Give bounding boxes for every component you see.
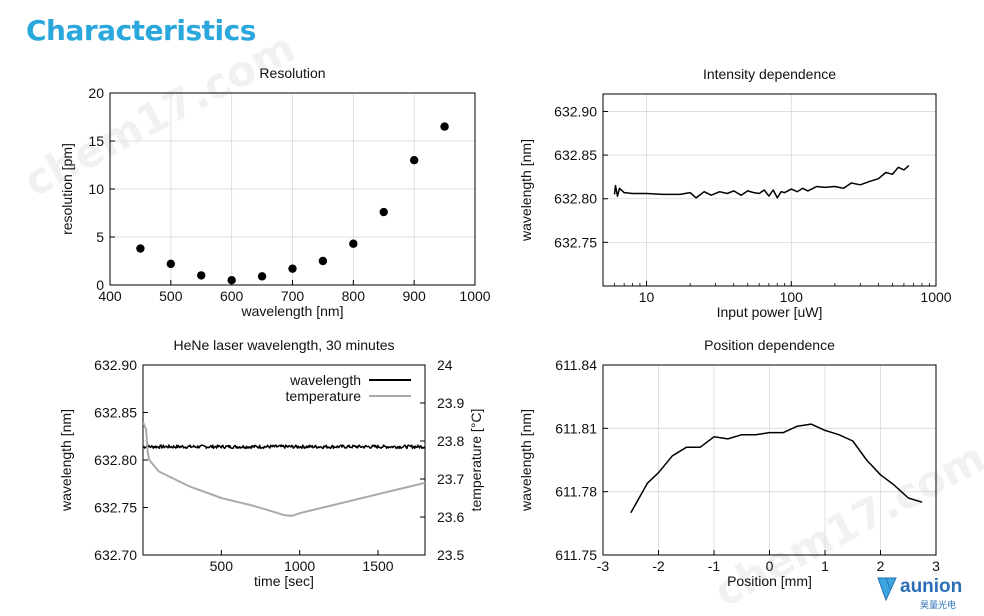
chart-resolution: Resolution 400 500 600 700 800 900 1000 0 5 10 15 20… (59, 65, 491, 319)
chart-title: HeNe laser wavelength, 30 minutes (173, 337, 394, 353)
y-tick-label: 632.80 (554, 191, 597, 207)
y-axis-label: wavelength [nm] (518, 409, 534, 512)
y-tick-label: 632.90 (554, 103, 597, 119)
data-point (440, 122, 449, 131)
x-tick-label: 1000 (284, 558, 315, 574)
x-tick-label: 700 (281, 288, 305, 304)
x-tick-label: 0 (766, 558, 774, 574)
x-axis-label: wavelength [nm] (241, 303, 344, 319)
y-tick-label: 632.80 (94, 452, 137, 468)
data-point (318, 256, 328, 266)
y2-tick-label: 23.8 (437, 433, 464, 449)
data-point (227, 276, 236, 285)
chart-title: Intensity dependence (703, 66, 836, 82)
legend-label: temperature (286, 388, 362, 404)
x-tick-label: -3 (597, 558, 610, 574)
y-tick-label: 611.84 (555, 357, 597, 373)
plot-area (143, 421, 425, 517)
x-tick-label: -1 (708, 558, 721, 574)
x-tick-label: 500 (159, 288, 183, 304)
y-tick-label: 611.78 (555, 484, 597, 500)
y-tick-label: 632.70 (94, 547, 137, 563)
x-tick-label: -2 (652, 558, 665, 574)
data-point (349, 239, 358, 248)
chart-title: Resolution (259, 65, 325, 81)
y-tick-label: 10 (88, 181, 104, 197)
x-tick-label: 100 (780, 289, 804, 305)
y-tick-label: 611.81 (555, 420, 597, 436)
x-tick-label: 3 (932, 558, 940, 574)
logo-icon (877, 577, 897, 602)
y2-tick-label: 23.5 (437, 547, 464, 563)
x-tick-label: 2 (877, 558, 885, 574)
data-point (288, 264, 297, 273)
x-axis-label: time [sec] (254, 573, 314, 589)
x-tick-label: 10 (639, 289, 655, 305)
page-title: Characteristics (26, 14, 256, 47)
chart-hene: HeNe laser wavelength, 30 minutes 500 1000… (58, 337, 484, 589)
y2-tick-label: 23.9 (437, 395, 464, 411)
logo-subtext: 昊量光电 (920, 601, 957, 611)
data-point (379, 207, 388, 217)
x-tick-label: 1500 (362, 558, 393, 574)
series-line-temperature (143, 421, 425, 517)
data-point (166, 259, 176, 269)
chart-position: Position dependence -3 -2 -1 0 1 2 3 611.75 611.7… (518, 337, 940, 589)
chart-intensity: Intensity dependence 10 100 1000 632.75 632.8… (518, 66, 952, 320)
plot-area (136, 122, 449, 285)
y-tick-label: 5 (96, 229, 104, 245)
chart-title: Position dependence (704, 337, 835, 353)
y2-tick-label: 23.7 (437, 471, 464, 487)
data-point (136, 244, 145, 253)
x-axis-label: Input power [uW] (717, 304, 823, 320)
data-point (257, 272, 267, 281)
x-tick-label: 500 (210, 558, 234, 574)
plot-area (613, 165, 910, 199)
y-tick-label: 632.75 (554, 234, 597, 250)
x-tick-label: 800 (342, 288, 366, 304)
data-point (409, 156, 419, 165)
y-tick-label: 632.75 (94, 500, 137, 516)
y2-axis-label: temperature [°C] (468, 409, 484, 512)
plot-frame (142, 364, 426, 556)
x-tick-label: 400 (98, 288, 122, 304)
y-axis-label: wavelength [nm] (518, 139, 534, 242)
series-line (613, 165, 910, 199)
series-line (630, 423, 923, 514)
x-tick-label: 1 (821, 558, 829, 574)
y-tick-label: 632.85 (554, 147, 597, 163)
y-tick-label: 632.85 (94, 405, 137, 421)
x-axis-label: Position [mm] (727, 573, 812, 589)
series-line-wavelength (143, 444, 425, 450)
x-tick-label: 600 (220, 288, 244, 304)
y-tick-label: 15 (88, 133, 104, 149)
y-tick-label: 20 (88, 85, 104, 101)
x-tick-label: 900 (402, 288, 426, 304)
legend-label: wavelength (289, 372, 361, 388)
data-point (197, 271, 206, 280)
y-tick-label: 0 (96, 277, 104, 293)
plot-frame (602, 93, 937, 287)
y-axis-label: resolution [pm] (59, 143, 75, 235)
plot-area (630, 423, 923, 514)
y2-tick-label: 23.6 (437, 509, 464, 525)
y-tick-label: 632.90 (94, 357, 137, 373)
y2-tick-label: 24 (437, 357, 453, 373)
y-tick-label: 611.75 (555, 547, 597, 563)
logo-text: aunion (900, 576, 963, 597)
brand-logo: aunion 昊量光电 (876, 574, 976, 611)
x-tick-label: 1000 (459, 288, 490, 304)
x-tick-label: 1000 (920, 289, 951, 305)
y-axis-label: wavelength [nm] (58, 409, 74, 512)
